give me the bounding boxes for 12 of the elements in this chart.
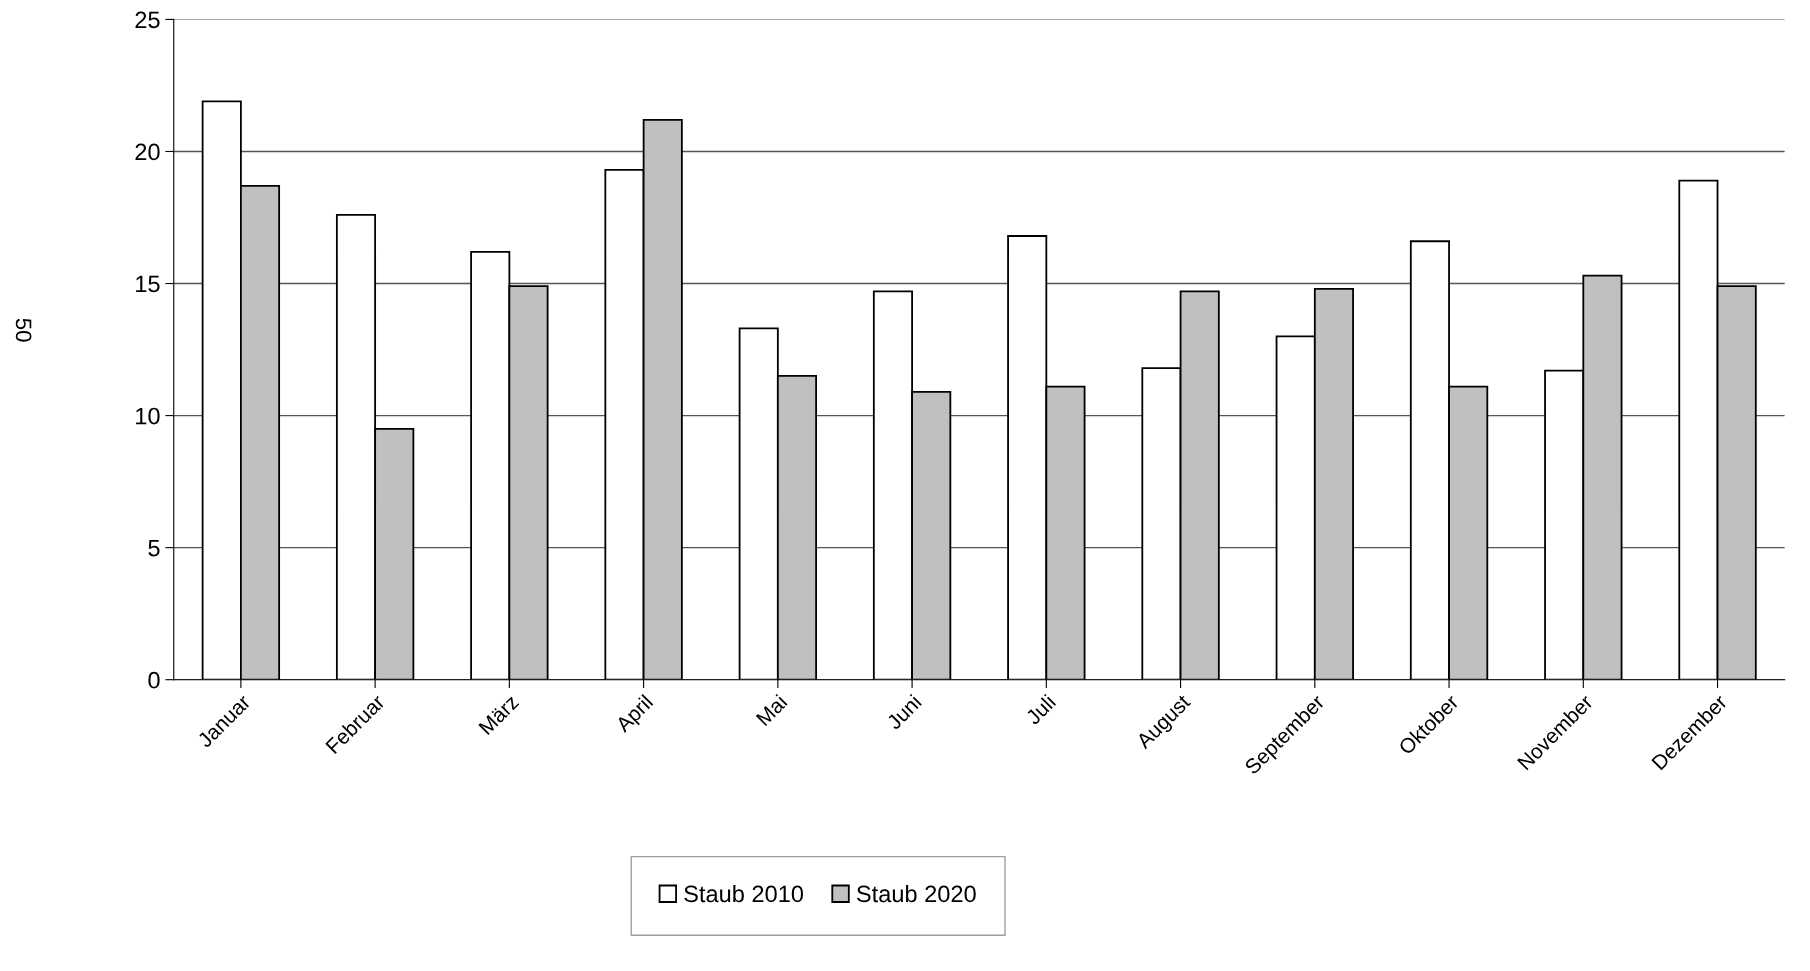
legend-label: Staub 2010 bbox=[684, 884, 804, 903]
y-tick-label: 10 bbox=[136, 407, 160, 425]
y-tick-label: 0 bbox=[148, 671, 160, 689]
y-axis-title: 50 bbox=[15, 318, 32, 342]
x-tick-label: Juni bbox=[885, 693, 922, 731]
y-tick-label: 15 bbox=[136, 275, 160, 293]
x-tick-label: Juli bbox=[1024, 693, 1057, 726]
legend-label: Staub 2020 bbox=[856, 884, 976, 903]
y-tick-label: 25 bbox=[135, 11, 160, 29]
y-tick-label: 20 bbox=[135, 143, 160, 161]
x-tick-label: Mai bbox=[755, 693, 788, 727]
y-tick-label: 5 bbox=[148, 539, 160, 557]
